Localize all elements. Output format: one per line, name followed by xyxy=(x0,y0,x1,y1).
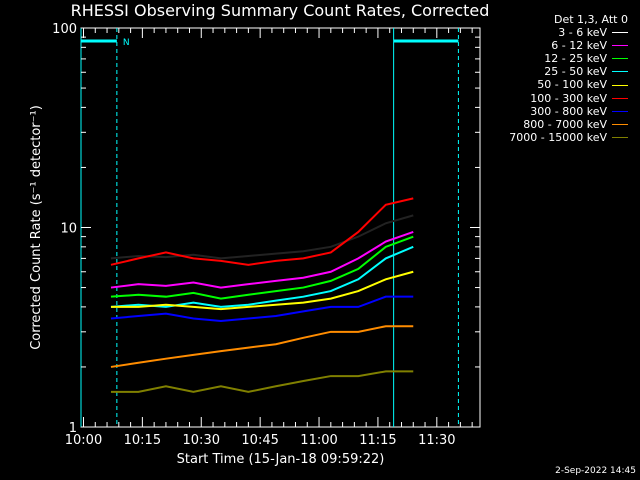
legend-swatch xyxy=(612,32,628,34)
legend-item-label: 100 - 300 keV xyxy=(530,91,607,105)
series-line-3 xyxy=(110,245,414,308)
legend-item: 3 - 6 keV xyxy=(509,26,628,39)
legend-swatch xyxy=(612,110,628,112)
series-line-0 xyxy=(110,214,414,260)
legend-swatch xyxy=(612,123,628,125)
x-tick-label-3: 10:45 xyxy=(241,433,278,448)
series-line-1 xyxy=(110,231,414,289)
legend-swatch xyxy=(612,136,628,138)
legend-item: 25 - 50 keV xyxy=(509,65,628,78)
plot-frame xyxy=(80,27,481,428)
legend-header: Det 1,3, Att 0 xyxy=(554,13,628,26)
chart-title: RHESSI Observing Summary Count Rates, Co… xyxy=(70,1,490,20)
y-tick-label-2: 100 xyxy=(52,22,77,37)
legend-swatch xyxy=(612,71,628,73)
legend-swatch xyxy=(612,58,628,60)
series-line-4 xyxy=(110,270,414,311)
series-line-6 xyxy=(110,295,414,322)
legend-item: 50 - 100 keV xyxy=(509,78,628,91)
x-tick-label-2: 10:30 xyxy=(183,433,220,448)
legend-item-label: 800 - 7000 keV xyxy=(523,117,607,131)
chart-legend: Det 1,3, Att 0 3 - 6 keV 6 - 12 keV 12 - 2… xyxy=(509,13,628,144)
legend-item: 300 - 800 keV xyxy=(509,105,628,118)
legend-item: 800 - 7000 keV xyxy=(509,118,628,131)
series-line-5 xyxy=(110,197,414,266)
series-line-7 xyxy=(110,325,414,368)
y-axis-label: Corrected Count Rate (s⁻¹ detector⁻¹) xyxy=(29,105,44,350)
legend-item-label: 25 - 50 keV xyxy=(544,65,607,79)
legend-item-label: 3 - 6 keV xyxy=(558,26,607,40)
legend-item: 12 - 25 keV xyxy=(509,52,628,65)
x-tick-label-5: 11:15 xyxy=(359,433,396,448)
legend-item: 100 - 300 keV xyxy=(509,92,628,105)
y-tick-label-0: 1 xyxy=(69,421,77,436)
legend-swatch xyxy=(612,97,628,99)
series-line-2 xyxy=(110,235,414,300)
legend-item-label: 12 - 25 keV xyxy=(544,52,607,66)
legend-swatch xyxy=(612,45,628,47)
x-tick-label-1: 10:15 xyxy=(124,433,161,448)
footer-date: 2-Sep-2022 14:45 xyxy=(555,466,636,476)
legend-item-label: 300 - 800 keV xyxy=(530,104,607,118)
legend-item-label: 6 - 12 keV xyxy=(551,39,607,53)
flag-label: N xyxy=(123,38,130,48)
y-tick-label-1: 10 xyxy=(60,222,77,237)
legend-swatch xyxy=(612,84,628,86)
legend-item: 7000 - 15000 keV xyxy=(509,131,628,144)
legend-item-label: 7000 - 15000 keV xyxy=(509,130,607,144)
series-line-8 xyxy=(110,370,414,393)
x-tick-label-0: 10:00 xyxy=(65,433,102,448)
x-axis-label: Start Time (15-Jan-18 09:59:22) xyxy=(177,452,385,467)
x-tick-label-4: 11:00 xyxy=(300,433,337,448)
legend-item-label: 50 - 100 keV xyxy=(537,78,607,92)
legend-item: 6 - 12 keV xyxy=(509,39,628,52)
x-tick-label-6: 11:30 xyxy=(418,433,455,448)
